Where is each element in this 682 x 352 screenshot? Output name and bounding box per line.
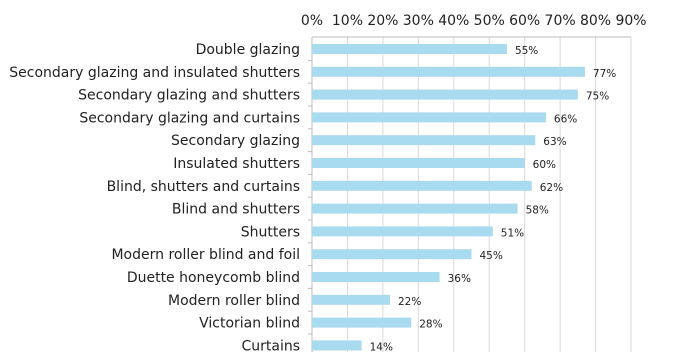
category-label: Modern roller blind and foil	[111, 247, 300, 263]
x-tick-label: 70%	[545, 13, 576, 29]
data-label: 55%	[515, 45, 538, 57]
x-tick-label: 30%	[403, 13, 434, 29]
data-label: 36%	[448, 273, 471, 285]
category-label: Modern roller blind	[168, 293, 300, 309]
data-label: 22%	[398, 296, 421, 308]
bar	[312, 317, 412, 328]
bar	[312, 249, 472, 260]
bars	[312, 44, 585, 351]
category-label: Duette honeycomb blind	[127, 270, 300, 286]
data-labels: 55% 77% 75% 66% 63% 60% 62% 58%51% 45% 36% 22% 28% 1…	[370, 45, 617, 352]
data-label: 62%	[540, 182, 563, 194]
bar	[312, 66, 585, 77]
category-label: Shutters	[241, 224, 300, 240]
bar	[312, 340, 362, 351]
data-label: 60%	[533, 159, 556, 171]
bar	[312, 112, 546, 123]
data-label: 28%	[419, 319, 442, 331]
gridlines	[311, 37, 632, 352]
category-label: Secondary glazing and shutters	[78, 88, 300, 104]
x-tick-label: 80%	[580, 13, 611, 29]
x-tick-label: 40%	[438, 13, 469, 29]
bar	[312, 44, 507, 54]
x-tick-label: 20%	[367, 13, 398, 29]
category-label: Secondary glazing and insulated shutters	[9, 65, 300, 81]
data-label: 77%	[593, 68, 616, 80]
data-label: 45%	[480, 250, 503, 262]
bar	[312, 294, 390, 305]
category-label: Secondary glazing and curtains	[79, 110, 300, 126]
bar	[312, 135, 536, 146]
data-label: 14%	[370, 341, 393, 352]
x-tick-label: 60%	[509, 13, 540, 29]
category-label: Blind, shutters and curtains	[107, 179, 300, 195]
data-label: 51%	[501, 227, 524, 239]
data-label: 75%	[586, 91, 609, 103]
data-label: 66%	[554, 113, 577, 125]
x-tick-label: 0%	[301, 13, 323, 29]
data-label: 58%	[526, 205, 549, 217]
x-tick-label: 50%	[474, 13, 505, 29]
bar	[312, 158, 525, 168]
bar	[312, 226, 493, 237]
bar	[312, 89, 578, 100]
category-label: Secondary glazing	[171, 133, 300, 149]
bar	[312, 272, 440, 282]
data-label: 63%	[543, 136, 566, 148]
bar	[312, 180, 532, 191]
category-label: Blind and shutters	[172, 202, 300, 218]
x-tick-label: 90%	[615, 13, 646, 29]
category-label: Insulated shutters	[173, 156, 300, 172]
axes	[308, 36, 631, 335]
bar	[312, 203, 518, 214]
x-tick-labels: 0% 10% 20% 30% 40% 50% 60% 70% 80% 90%	[301, 13, 647, 29]
category-label: Victorian blind	[199, 316, 300, 332]
category-label: Curtains	[241, 338, 300, 352]
x-tick-label: 10%	[332, 13, 363, 29]
category-label: Double glazing	[196, 42, 300, 58]
category-labels: Double glazing Secondary glazing and insu…	[9, 42, 300, 352]
